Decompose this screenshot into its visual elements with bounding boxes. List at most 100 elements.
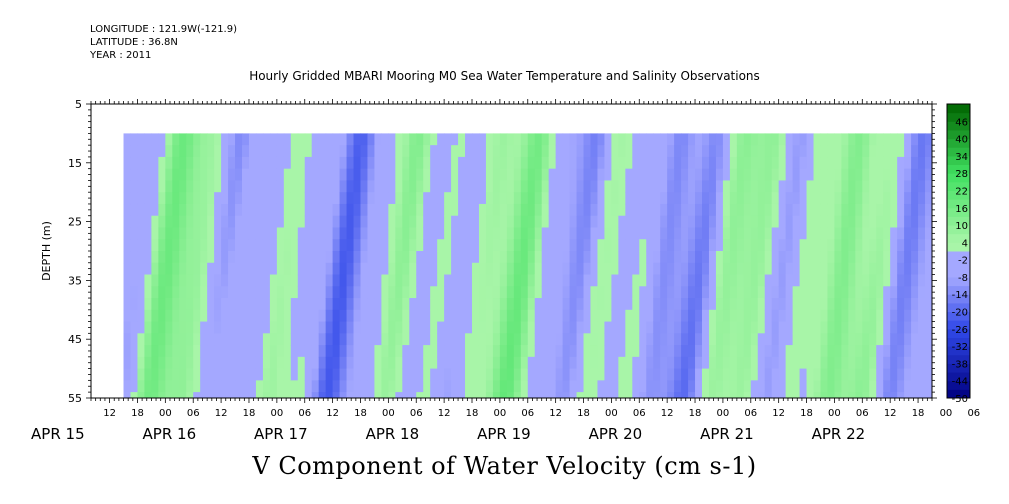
heatmap-cell <box>576 168 585 182</box>
heatmap-cell <box>827 227 836 240</box>
heatmap-cell <box>262 286 271 299</box>
heatmap-cell <box>248 392 257 398</box>
heatmap-cell <box>604 180 612 193</box>
heatmap-cell <box>583 262 592 276</box>
heatmap-cell <box>562 392 571 398</box>
heatmap-cell <box>653 309 661 323</box>
heatmap-cell <box>646 309 654 323</box>
heatmap-cell <box>318 298 327 311</box>
heatmap-cell <box>444 286 452 299</box>
heatmap-cell <box>367 156 376 170</box>
heatmap-cell <box>228 203 236 217</box>
heatmap-cell <box>925 180 932 193</box>
heatmap-cell <box>625 380 633 393</box>
heatmap-cell <box>890 215 898 229</box>
heatmap-cell <box>367 392 376 398</box>
heatmap-cell <box>151 156 159 170</box>
heatmap-cell <box>541 380 550 393</box>
heatmap-cell <box>262 333 271 346</box>
heatmap-cell <box>444 180 452 193</box>
heatmap-cell <box>235 203 243 217</box>
heatmap-cell <box>785 145 794 158</box>
heatmap-cell <box>172 309 180 323</box>
heatmap-cell <box>569 274 578 287</box>
heatmap-cell <box>653 156 661 170</box>
heatmap-cell <box>492 192 501 205</box>
heatmap-cell <box>834 227 842 240</box>
heatmap-cell <box>255 274 264 287</box>
heatmap-cell <box>123 345 132 358</box>
heatmap-cell <box>681 262 689 276</box>
heatmap-cell <box>750 345 759 358</box>
heatmap-cell <box>165 156 173 170</box>
heatmap-cell <box>569 356 578 370</box>
heatmap-cell <box>743 227 752 240</box>
heatmap-cell <box>409 286 417 299</box>
x-axis-tick-labels: 12 18 00 06 12 18 00 06 12 18 00 06 12 18 00 06 12 18 00 06… <box>103 408 980 419</box>
heatmap-cell <box>639 133 647 146</box>
heatmap-cell <box>430 215 438 229</box>
heatmap-cell <box>409 262 417 276</box>
heatmap-cell <box>646 168 654 182</box>
heatmap-cell <box>722 286 731 299</box>
heatmap-cell <box>353 180 362 193</box>
heatmap-cell <box>883 345 891 358</box>
heatmap-cell <box>820 133 829 146</box>
heatmap-cell <box>869 156 877 170</box>
heatmap-cell <box>869 168 877 182</box>
heatmap-cell <box>597 345 606 358</box>
heatmap-cell <box>792 392 801 398</box>
heatmap-cell <box>520 333 529 346</box>
heatmap-cell <box>771 309 780 323</box>
heatmap-cell <box>186 203 194 217</box>
heatmap-cell <box>855 145 863 158</box>
heatmap-cell <box>583 368 592 381</box>
heatmap-cell <box>729 321 738 334</box>
heatmap-cell <box>750 298 759 311</box>
heatmap-cell <box>904 345 912 358</box>
heatmap-cell <box>186 227 194 240</box>
heatmap-cell <box>764 321 773 334</box>
heatmap-cell <box>681 180 689 193</box>
heatmap-cell <box>632 321 640 334</box>
heatmap-cell <box>883 180 891 193</box>
heatmap-cell <box>297 333 306 346</box>
heatmap-cell <box>520 274 529 287</box>
heatmap-cell <box>855 192 863 205</box>
heatmap-cell <box>771 321 780 334</box>
heatmap-cell <box>702 239 710 252</box>
heatmap-cell <box>423 309 431 323</box>
heatmap-cell <box>646 286 654 299</box>
heatmap-cell <box>200 345 208 358</box>
heatmap-cell <box>660 286 668 299</box>
heatmap-cell <box>520 368 529 381</box>
heatmap-cell <box>367 239 376 252</box>
heatmap-cell <box>548 309 557 323</box>
heatmap-cell <box>130 156 139 170</box>
x-hour-label: 00 <box>270 408 283 419</box>
heatmap-cell <box>458 262 466 276</box>
heatmap-cell <box>499 321 508 334</box>
heatmap-cell <box>458 392 466 398</box>
heatmap-cell <box>869 251 877 264</box>
heatmap-cell <box>702 309 710 323</box>
heatmap-cell <box>862 133 870 146</box>
heatmap-cell <box>702 262 710 276</box>
heatmap-cell <box>820 145 829 158</box>
heatmap-cell <box>792 251 801 264</box>
heatmap-cell <box>144 133 152 146</box>
heatmap-cell <box>890 356 898 370</box>
heatmap-cell <box>346 251 355 264</box>
heatmap-cell <box>813 180 822 193</box>
heatmap-cell <box>214 239 222 252</box>
colorbar-label: -38 <box>952 359 968 370</box>
x-hour-label: 06 <box>187 408 200 419</box>
heatmap-cell <box>381 262 389 276</box>
heatmap-cell <box>444 203 452 217</box>
x-day-label: APR 17 <box>254 425 308 443</box>
heatmap-cell <box>639 321 647 334</box>
heatmap-cell <box>395 168 403 182</box>
heatmap-cell <box>695 309 703 323</box>
heatmap-cell <box>332 298 341 311</box>
heatmap-cell <box>792 215 801 229</box>
